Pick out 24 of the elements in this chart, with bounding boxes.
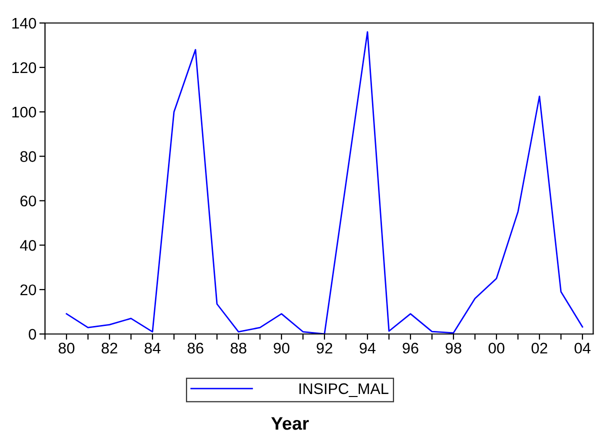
- x-tick-label: 82: [102, 342, 118, 354]
- y-tick-label: 60: [20, 196, 36, 206]
- x-tick-label: 86: [188, 342, 204, 354]
- text: INSIPC_MAL: [299, 383, 388, 397]
- x-axis-title: Year: [271, 417, 309, 430]
- x-tick-label: 04: [574, 342, 591, 354]
- x-tick-label: 84: [144, 342, 161, 354]
- x-tick-label: 80: [58, 342, 74, 354]
- y-tick-label: 0: [28, 328, 36, 340]
- y-tick-label: 140: [12, 18, 36, 29]
- x-tick-label: 88: [230, 342, 246, 354]
- line-series: [66, 31, 584, 334]
- x-tick-label: 92: [316, 342, 332, 354]
- x-tick-label: 96: [402, 342, 418, 354]
- y-tick-label: 20: [20, 284, 36, 296]
- y-tick-label: 40: [20, 240, 36, 251]
- x-tick-label: 94: [360, 342, 376, 354]
- x-tick-label: 98: [446, 342, 462, 354]
- y-tick-label: 120: [12, 62, 36, 74]
- x-tick-label: 02: [532, 342, 548, 354]
- x-tick-label: 90: [274, 342, 290, 354]
- y-tick-label: 80: [20, 151, 36, 162]
- y-tick-label: 100: [12, 106, 36, 118]
- x-tick-label: 00: [488, 342, 504, 354]
